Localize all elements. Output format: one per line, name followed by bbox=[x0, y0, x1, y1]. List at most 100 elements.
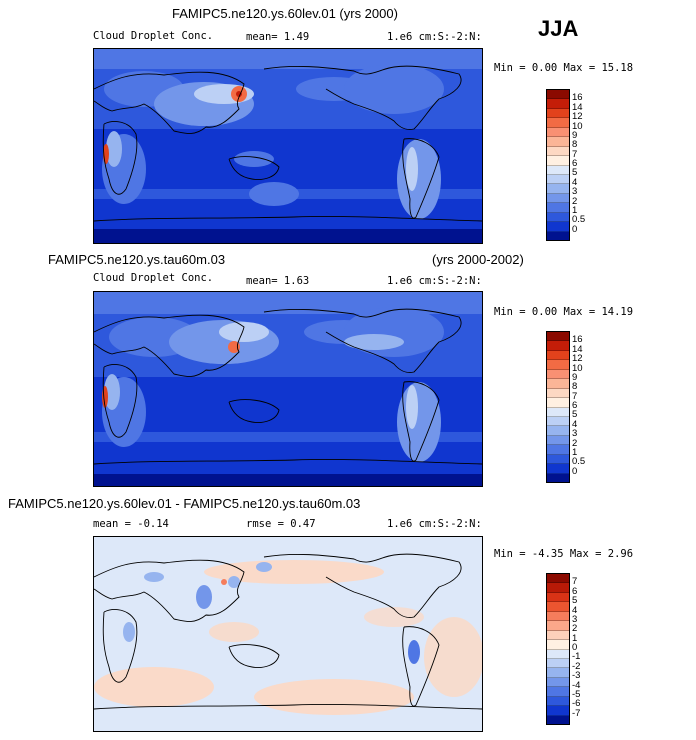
panel1-colorbar-tick-label: 3 bbox=[572, 186, 578, 198]
panel3-colorbar-tick-label: 6 bbox=[572, 585, 578, 597]
panel1-field-name: Cloud Droplet Conc. bbox=[93, 30, 214, 42]
panel1-colorbar-bin bbox=[547, 118, 569, 128]
panel1-colorbar-bin bbox=[547, 222, 569, 232]
panel1-colorbar-tick-label: 1 bbox=[572, 204, 578, 216]
panel3-colorbar-bin bbox=[547, 668, 569, 678]
panel1-colorbar-tick-label: 7 bbox=[572, 148, 578, 160]
panel3-colorbar-tick-label: 5 bbox=[572, 595, 578, 607]
panel1-colorbar-tick-label: 12 bbox=[572, 111, 583, 123]
panel2-minmax: Min = 0.00 Max = 14.19 bbox=[494, 306, 634, 318]
panel2-mean: mean= 1.63 bbox=[246, 275, 310, 287]
panel1-colorbar-bin bbox=[547, 90, 569, 100]
panel2-colorbar-tick-label: 2 bbox=[572, 437, 578, 449]
panel2-colorbar-tick-label: 3 bbox=[572, 428, 578, 440]
panel2-colorbar-tick-label: 5 bbox=[572, 409, 578, 421]
panel3-colorbar-tick-label: 1 bbox=[572, 632, 578, 644]
panel1-colorbar-tick-label: 14 bbox=[572, 101, 583, 113]
panel2-colorbar-bin bbox=[547, 416, 569, 427]
panel1-colorbar-bin bbox=[547, 193, 569, 204]
panel3-title: FAMIPC5.ne120.ys.60lev.01 - FAMIPC5.ne12… bbox=[8, 496, 361, 511]
panel3-colorbar-bin bbox=[547, 715, 569, 724]
panel1-colorbar-bin bbox=[547, 203, 569, 213]
panel3-colorbar-bin bbox=[547, 592, 569, 603]
panel3-colorbar-bin bbox=[547, 583, 569, 593]
panel2-colorbar-tick-label: 10 bbox=[572, 362, 583, 374]
panel1-colorbar-tick-label: 8 bbox=[572, 139, 578, 151]
panel1-colorbar-bin bbox=[547, 165, 569, 175]
panel2-units: 1.e6 cm:S:-2:N: bbox=[387, 275, 482, 287]
panel3-colorbar-tick-label: -2 bbox=[572, 660, 581, 672]
panel1-colorbar-bin bbox=[547, 108, 569, 119]
panel1-colorbar-bin bbox=[547, 137, 569, 147]
panel2-colorbar-bin bbox=[547, 445, 569, 455]
panel2-colorbar-tick-label: 16 bbox=[572, 334, 583, 346]
panel2-colorbar-bin bbox=[547, 388, 569, 399]
panel3-colorbar-bin bbox=[547, 621, 569, 631]
panel3-colorbar-tick-label: -5 bbox=[572, 688, 581, 700]
panel2-colorbar-tick-label: 12 bbox=[572, 353, 583, 365]
panel3-colorbar-bin bbox=[547, 658, 569, 669]
panel3-colorbar-bin bbox=[547, 611, 569, 622]
panel3-colorbar-bin bbox=[547, 574, 569, 584]
panel1-units: 1.e6 cm:S:-2:N: bbox=[387, 31, 482, 43]
panel1-colorbar-tick-label: 0 bbox=[572, 223, 578, 235]
panel3-map bbox=[93, 536, 483, 732]
panel3-colorbar bbox=[546, 573, 570, 725]
panel3-map-svg bbox=[94, 537, 482, 731]
panel3-colorbar-bin bbox=[547, 602, 569, 612]
panel2-map-svg bbox=[94, 292, 482, 486]
panel2-colorbar-bin bbox=[547, 407, 569, 417]
panel3-colorbar-tick-label: 4 bbox=[572, 604, 578, 616]
panel1-title: FAMIPC5.ne120.ys.60lev.01 (yrs 2000) bbox=[172, 6, 398, 21]
panel2-colorbar-tick-label: 0.5 bbox=[572, 456, 586, 468]
panel1-map bbox=[93, 48, 483, 244]
panel1-colorbar-tick-label: 2 bbox=[572, 195, 578, 207]
panel3-colorbar-tick-label: 7 bbox=[572, 576, 578, 588]
panel2-colorbar-bin bbox=[547, 435, 569, 446]
panel2-colorbar-tick-label: 8 bbox=[572, 381, 578, 393]
panel2-colorbar-tick-label: 9 bbox=[572, 371, 578, 383]
panel1-colorbar-tick-label: 5 bbox=[572, 167, 578, 179]
panel1-colorbar-bin bbox=[547, 156, 569, 166]
panel2-colorbar-tick-label: 6 bbox=[572, 400, 578, 411]
panel3-mean: mean = -0.14 bbox=[93, 518, 169, 530]
panel3-colorbar-tick-label: -7 bbox=[572, 707, 581, 719]
panel1-colorbar-bin bbox=[547, 127, 569, 138]
panel1-colorbar-tick-label: 10 bbox=[572, 120, 583, 132]
panel1-colorbar-tick-label: 16 bbox=[572, 92, 583, 104]
panel3-colorbar-tick-label: 2 bbox=[572, 623, 578, 635]
panel3-rmse: rmse = 0.47 bbox=[246, 518, 316, 530]
panel1-colorbar-bin bbox=[547, 146, 569, 157]
panel3-colorbar-tick-label: -1 bbox=[572, 651, 581, 663]
panel1-mean: mean= 1.49 bbox=[246, 31, 310, 43]
panel3-colorbar-tick-label: 0 bbox=[572, 642, 578, 653]
panel2-colorbar-bin bbox=[547, 360, 569, 370]
panel3-colorbar-tick-label: 3 bbox=[572, 613, 578, 625]
panel1-colorbar-tick-label: 6 bbox=[572, 158, 578, 169]
panel2-colorbar bbox=[546, 331, 570, 483]
panel1-colorbar-tick-label: 9 bbox=[572, 129, 578, 141]
panel3-colorbar-bin bbox=[547, 630, 569, 641]
panel2-colorbar-tick-label: 4 bbox=[572, 418, 578, 430]
panel2-colorbar-bin bbox=[547, 369, 569, 380]
panel1-colorbar-bin bbox=[547, 231, 569, 240]
panel2-colorbar-bin bbox=[547, 454, 569, 465]
panel2-colorbar-bin bbox=[547, 341, 569, 351]
panel3-colorbar-bin bbox=[547, 687, 569, 697]
panel2-map bbox=[93, 291, 483, 487]
panel2-colorbar-tick-label: 0 bbox=[572, 465, 578, 477]
panel1-colorbar-bin bbox=[547, 174, 569, 185]
panel2-colorbar-tick-label: 14 bbox=[572, 343, 583, 355]
panel3-colorbar-tick-label: -3 bbox=[572, 670, 581, 682]
panel2-colorbar-tick-label: 1 bbox=[572, 446, 578, 458]
panel3-colorbar-bin bbox=[547, 677, 569, 688]
panel3-colorbar-tick-label: -4 bbox=[572, 679, 581, 691]
panel2-field-name: Cloud Droplet Conc. bbox=[93, 272, 214, 284]
panel2-colorbar-bin bbox=[547, 398, 569, 408]
panel3-colorbar-bin bbox=[547, 706, 569, 716]
panel2-title: FAMIPC5.ne120.ys.tau60m.03 bbox=[48, 252, 226, 267]
panel1-colorbar-tick-label: 0.5 bbox=[572, 214, 586, 226]
panel1-map-svg bbox=[94, 49, 482, 243]
panel2-colorbar-bin bbox=[547, 464, 569, 474]
panel1-colorbar-bin bbox=[547, 184, 569, 194]
